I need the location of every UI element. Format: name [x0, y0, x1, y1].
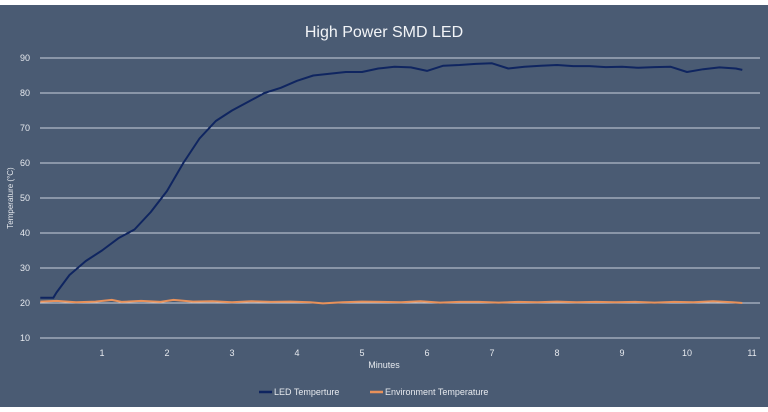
- x-tick-label: 7: [489, 348, 494, 358]
- x-axis-label: Minutes: [368, 360, 400, 370]
- legend: LED Temperture Environment Temperature: [259, 387, 488, 397]
- x-tick-label: 6: [424, 348, 429, 358]
- x-tick-label: 3: [229, 348, 234, 358]
- chart-title: High Power SMD LED: [305, 24, 463, 41]
- y-tick-label: 60: [20, 158, 30, 168]
- x-tick-label: 10: [682, 348, 692, 358]
- x-tick-label: 4: [294, 348, 299, 358]
- series-line-environment-temperature: [40, 298, 743, 305]
- y-tick-label: 20: [20, 298, 30, 308]
- x-tick-label: 9: [619, 348, 624, 358]
- y-tick-label: 70: [20, 123, 30, 133]
- chart: High Power SMD LED 10 20 30 40 50 60 70 80 90 1 2…: [0, 5, 768, 407]
- x-tick-label: 1: [99, 348, 104, 358]
- y-axis-label: Temperature (°C): [6, 167, 15, 229]
- y-tick-label: 10: [20, 333, 30, 343]
- y-tick-label: 90: [20, 53, 30, 63]
- x-tick-label: 5: [359, 348, 364, 358]
- x-tick-label: 11: [747, 348, 756, 358]
- y-tick-label: 30: [20, 263, 30, 273]
- line-chart: High Power SMD LED 10 20 30 40 50 60 70 80 90 1 2…: [6, 24, 760, 397]
- x-tick-label: 8: [554, 348, 559, 358]
- y-tick-label: 50: [20, 193, 30, 203]
- x-tick-label: 2: [164, 348, 169, 358]
- y-tick-label: 80: [20, 88, 30, 98]
- y-tick-label: 40: [20, 228, 30, 238]
- legend-label-led: LED Temperture: [274, 387, 339, 397]
- legend-label-environment: Environment Temperature: [385, 387, 488, 397]
- series-line-led-temperture: [40, 62, 743, 299]
